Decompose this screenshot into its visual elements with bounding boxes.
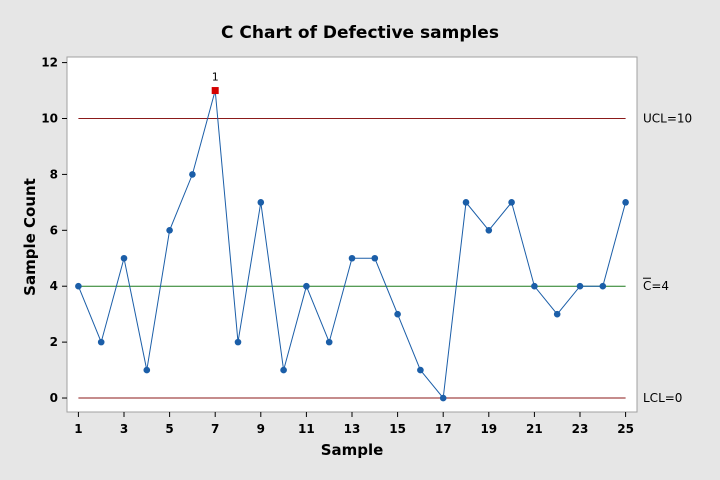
data-point [439, 394, 447, 402]
data-point [599, 282, 607, 290]
data-point [508, 199, 515, 206]
plot-area [66, 56, 638, 413]
data-point [166, 227, 173, 234]
data-point [234, 338, 242, 346]
reference-line-label: C=4 [643, 279, 669, 293]
chart-title: C Chart of Defective samples [221, 23, 499, 43]
y-tick-label: 0 [50, 391, 58, 405]
data-point [576, 282, 584, 290]
x-tick-label: 3 [120, 422, 128, 436]
data-point [75, 282, 82, 290]
x-tick-label: 7 [211, 422, 219, 436]
data-point [143, 366, 151, 374]
data-point [553, 310, 561, 318]
x-axis-label: Sample [321, 441, 384, 459]
data-point [485, 227, 493, 234]
y-tick-label: 10 [41, 111, 58, 125]
x-axis: 1 3 5 7 9 11 13 15 17 19 21 23 25 [74, 412, 634, 436]
reference-line-label: LCL=0 [643, 391, 682, 405]
x-tick-label: 25 [617, 422, 634, 436]
data-point [325, 338, 333, 346]
data-point [257, 199, 265, 206]
data-point [371, 254, 379, 262]
series-count: 1 [75, 71, 629, 402]
data-point [189, 171, 196, 178]
x-tick-label: 1 [74, 422, 82, 436]
x-tick-label: 19 [480, 422, 497, 436]
y-tick-label: 2 [50, 335, 58, 349]
x-tick-label: 15 [389, 422, 406, 436]
x-tick-label: 21 [526, 422, 543, 436]
data-point [303, 282, 310, 290]
data-point [280, 366, 287, 374]
data-point [120, 254, 128, 262]
flag-label: 1 [212, 71, 219, 84]
x-tick-label: 13 [344, 422, 361, 436]
data-point [394, 310, 401, 318]
y-axis: 0 2 4 6 8 10 12 [41, 56, 67, 405]
x-tick-label: 9 [257, 422, 265, 436]
y-tick-label: 12 [41, 56, 58, 70]
x-tick-label: 17 [435, 422, 452, 436]
reference-line-label: UCL=10 [643, 111, 692, 125]
x-tick-label: 5 [165, 422, 173, 436]
y-tick-label: 4 [50, 279, 58, 293]
flagged-data-point [211, 87, 219, 95]
data-point [348, 254, 356, 262]
data-point [417, 366, 424, 374]
data-point [462, 199, 470, 206]
data-point [531, 282, 538, 290]
y-axis-label: Sample Count [21, 178, 39, 296]
y-tick-label: 6 [50, 223, 58, 237]
reference-lines: UCL=10 C=4 LCL=0 [78, 111, 692, 405]
data-point [622, 199, 629, 206]
y-tick-label: 8 [50, 167, 58, 181]
data-point [97, 338, 105, 346]
x-tick-label: 11 [298, 422, 315, 436]
x-tick-label: 23 [572, 422, 589, 436]
